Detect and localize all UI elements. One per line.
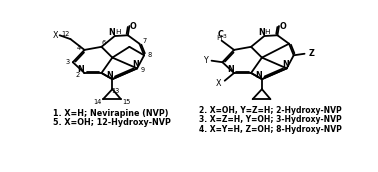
Text: 2. X=OH, Y=Z=H; 2-Hydroxy-NVP: 2. X=OH, Y=Z=H; 2-Hydroxy-NVP [199, 106, 342, 115]
Text: 9: 9 [141, 67, 145, 73]
Text: 12: 12 [62, 31, 70, 37]
Text: N: N [108, 28, 115, 37]
Text: 15: 15 [122, 99, 130, 105]
Text: N: N [132, 60, 139, 69]
Text: 4. X=Y=H, Z=OH; 8-Hydroxy-NVP: 4. X=Y=H, Z=OH; 8-Hydroxy-NVP [199, 125, 342, 134]
Text: 3: 3 [222, 34, 226, 39]
Text: 5. X=OH; 12-Hydroxy-NVP: 5. X=OH; 12-Hydroxy-NVP [53, 118, 171, 127]
Text: C: C [218, 30, 224, 39]
Text: N: N [106, 71, 113, 80]
Text: 6: 6 [102, 40, 106, 46]
Text: 1. X=H; Nevirapine (NVP): 1. X=H; Nevirapine (NVP) [53, 109, 169, 117]
Text: 4: 4 [77, 45, 81, 51]
Text: N: N [258, 28, 265, 37]
Text: X: X [53, 31, 58, 40]
Text: Y: Y [203, 56, 208, 65]
Text: 13: 13 [112, 88, 119, 94]
Text: O: O [279, 22, 286, 30]
Text: H: H [115, 29, 121, 35]
Text: 2: 2 [75, 72, 80, 78]
Text: X: X [216, 78, 222, 88]
Text: N: N [227, 65, 234, 74]
Text: 14: 14 [93, 99, 102, 105]
Text: 3: 3 [65, 59, 70, 65]
Text: H: H [216, 35, 221, 41]
Text: O: O [130, 22, 137, 30]
Text: H: H [265, 29, 270, 35]
Text: 3. X=Z=H, Y=OH; 3-Hydroxy-NVP: 3. X=Z=H, Y=OH; 3-Hydroxy-NVP [199, 115, 342, 125]
Text: Z: Z [308, 49, 314, 58]
Text: N: N [256, 71, 262, 80]
Text: 8: 8 [147, 52, 152, 58]
Text: 7: 7 [142, 38, 146, 44]
Text: N: N [282, 60, 288, 69]
Text: N: N [77, 65, 84, 74]
